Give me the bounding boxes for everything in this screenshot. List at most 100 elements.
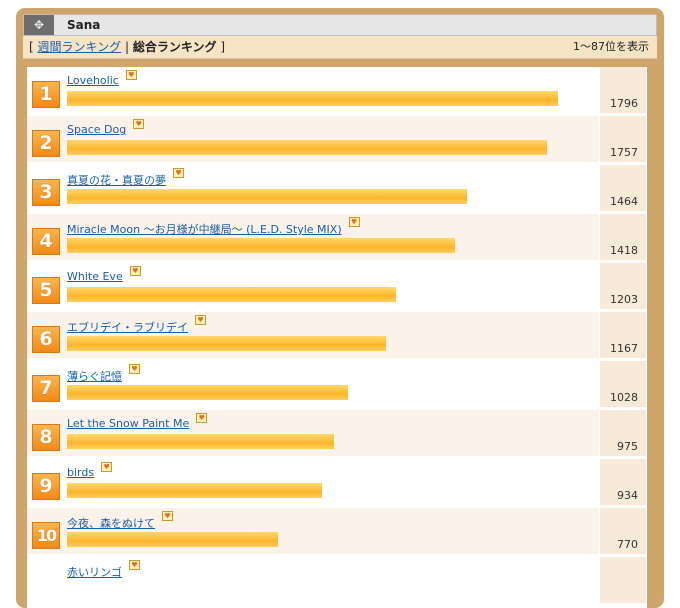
rank-badge: 3	[32, 179, 60, 206]
rank-badge: 10	[32, 522, 60, 549]
score-value: 1418	[610, 244, 638, 257]
panel-title: Sana	[67, 18, 101, 32]
score-cell: 1464	[600, 165, 646, 211]
ranking-row-main: 3 真夏の花・真夏の夢 ♥	[27, 165, 598, 211]
music-file-icon[interactable]: ♥	[348, 217, 360, 227]
music-file-icon[interactable]: ♥	[129, 364, 140, 374]
music-file-icon[interactable]: ♥	[173, 168, 184, 178]
track-title: Loveholic	[67, 74, 119, 87]
ranking-row-main: 8 Let the Snow Paint Me ♥	[27, 410, 598, 456]
rank-badge: 5	[32, 277, 60, 304]
rank-badge: 6	[32, 326, 60, 353]
ranking-row-main: 赤いリンゴ ♥	[27, 557, 598, 603]
ranking-row: 4 Miracle Moon ～お月様が中継局～ (L.E.D. Style MI…	[27, 214, 647, 262]
track-title: birds	[67, 466, 95, 479]
track-title-link[interactable]: 赤いリンゴ	[67, 564, 122, 580]
track-title: 今夜、森をぬけて	[67, 517, 155, 530]
bracket-open: [	[29, 40, 34, 54]
track-title: Space Dog	[67, 123, 127, 136]
ranking-row: 8 Let the Snow Paint Me ♥ 975	[27, 410, 647, 458]
score-bar	[67, 434, 334, 449]
ranking-row-main: 4 Miracle Moon ～お月様が中継局～ (L.E.D. Style MI…	[27, 214, 598, 260]
music-file-icon[interactable]: ♥	[125, 70, 137, 80]
score-cell: 1167	[600, 312, 646, 358]
track-title-link[interactable]: エブリデイ・ラブリデイ	[67, 319, 188, 335]
ranking-row-main: 1 Loveholic ♥	[27, 67, 598, 113]
music-file-icon[interactable]: ♥	[101, 462, 113, 472]
score-bar	[67, 140, 547, 155]
track-title: 真夏の花・真夏の夢	[67, 174, 166, 187]
ranking-row: 5 White Eve ♥ 1203	[27, 263, 647, 311]
score-value: 975	[617, 440, 638, 453]
ranking-list: 1 Loveholic ♥ 1796 2 Space Dog ♥ 1757 3 真夏の花・真夏の夢…	[27, 67, 647, 608]
ranking-row-main: 6 エブリデイ・ラブリデイ ♥	[27, 312, 598, 358]
track-title-link[interactable]: 真夏の花・真夏の夢	[67, 172, 166, 188]
score-value: 1757	[610, 146, 638, 159]
ranking-row-main: 10 今夜、森をぬけて ♥	[27, 508, 598, 554]
arrows-icon: ✥	[24, 15, 54, 35]
rank-badge: 2	[32, 130, 60, 157]
track-title-link[interactable]: White Eve	[67, 270, 123, 283]
score-cell: 1028	[600, 361, 646, 407]
track-title: 赤いリンゴ	[67, 566, 122, 579]
score-bar	[67, 483, 322, 498]
score-bar	[67, 287, 396, 302]
ranking-row-main: 9 birds ♥	[27, 459, 598, 505]
track-title-link[interactable]: Space Dog	[67, 123, 126, 136]
music-file-icon[interactable]: ♥	[129, 560, 140, 570]
tab-separator: |	[125, 40, 130, 54]
score-bar	[67, 189, 467, 204]
score-value: 770	[617, 538, 638, 551]
track-title: Let the Snow Paint Me	[67, 417, 190, 430]
music-file-icon[interactable]: ♥	[162, 511, 173, 521]
score-value: 934	[617, 489, 638, 502]
score-cell: 975	[600, 410, 646, 456]
ranking-tabs: [ 週間ランキング | 総合ランキング ]	[29, 36, 225, 58]
track-title-link[interactable]: Let the Snow Paint Me	[67, 417, 189, 430]
track-title: Miracle Moon ～お月様が中継局～ (L.E.D. Style MIX…	[67, 223, 342, 236]
ranking-row: 9 birds ♥ 934	[27, 459, 647, 507]
score-value: 1167	[610, 342, 638, 355]
score-value: 1796	[610, 97, 638, 110]
tab-weekly-ranking[interactable]: 週間ランキング	[37, 40, 122, 54]
rank-badge: 7	[32, 375, 60, 402]
bracket-close: ]	[220, 40, 226, 54]
result-count: 1〜87位を表示	[573, 40, 649, 53]
score-cell: 1418	[600, 214, 646, 260]
ranking-row: 10 今夜、森をぬけて ♥ 770	[27, 508, 647, 556]
score-bar	[67, 385, 348, 400]
track-title: 薄らぐ記憶	[67, 370, 122, 383]
rank-badge: 8	[32, 424, 60, 451]
ranking-row-main: 5 White Eve ♥	[27, 263, 598, 309]
ranking-row: 赤いリンゴ ♥	[27, 557, 647, 605]
music-file-icon[interactable]: ♥	[129, 266, 141, 276]
ranking-row-main: 2 Space Dog ♥	[27, 116, 598, 162]
music-file-icon[interactable]: ♥	[133, 119, 145, 129]
music-file-icon[interactable]: ♥	[196, 413, 208, 423]
panel-header: ✥ Sana	[23, 14, 657, 36]
score-cell: 1757	[600, 116, 646, 162]
track-title-link[interactable]: 今夜、森をぬけて	[67, 515, 155, 531]
score-bar	[67, 91, 558, 106]
score-cell: 1203	[600, 263, 646, 309]
ranking-row: 7 薄らぐ記憶 ♥ 1028	[27, 361, 647, 409]
ranking-tabs-bar: [ 週間ランキング | 総合ランキング ] 1〜87位を表示	[23, 36, 657, 59]
track-title-link[interactable]: birds	[67, 466, 94, 479]
track-title-link[interactable]: Miracle Moon ～お月様が中継局～ (L.E.D. Style MIX…	[67, 221, 342, 237]
score-cell	[600, 557, 646, 603]
track-title-link[interactable]: 薄らぐ記憶	[67, 368, 122, 384]
rank-badge: 1	[32, 81, 60, 108]
track-title: エブリデイ・ラブリデイ	[67, 321, 188, 334]
rank-badge: 4	[32, 228, 60, 255]
score-value: 1203	[610, 293, 638, 306]
track-title-link[interactable]: Loveholic	[67, 74, 119, 87]
track-title: White Eve	[67, 270, 123, 283]
ranking-row-main: 7 薄らぐ記憶 ♥	[27, 361, 598, 407]
music-file-icon[interactable]: ♥	[195, 315, 206, 325]
score-bar	[67, 532, 278, 547]
score-value: 1028	[610, 391, 638, 404]
tab-overall-ranking: 総合ランキング	[132, 40, 217, 54]
ranking-row: 2 Space Dog ♥ 1757	[27, 116, 647, 164]
score-bar	[67, 336, 386, 351]
